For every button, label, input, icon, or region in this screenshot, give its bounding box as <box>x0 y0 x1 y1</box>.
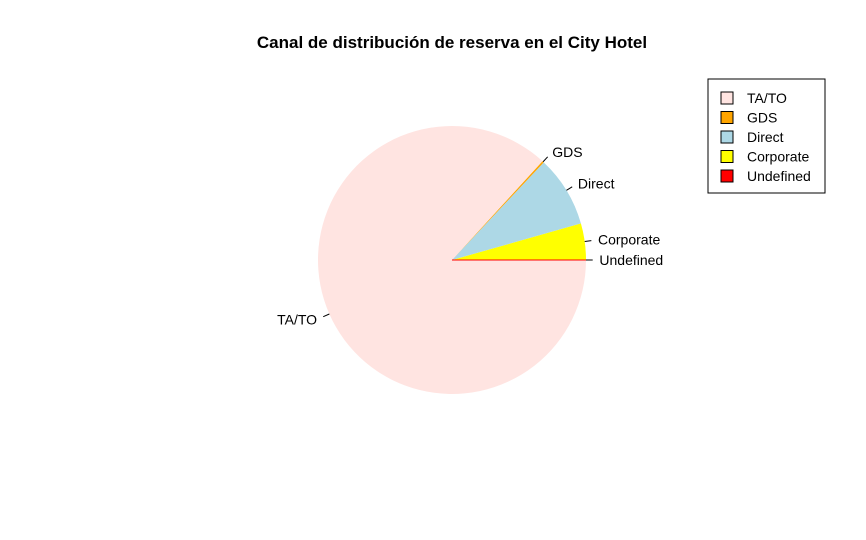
label-tick-ta-to <box>323 313 330 318</box>
legend-swatch-direct <box>720 130 734 144</box>
slice-gds <box>452 161 544 260</box>
label-tick-direct <box>566 186 573 191</box>
slice-label-undefined: Undefined <box>599 252 663 268</box>
legend-label-corporate: Corporate <box>747 149 809 165</box>
pie-slices <box>317 126 586 395</box>
slice-label-corporate: Corporate <box>598 232 660 248</box>
legend-label-gds: GDS <box>747 110 777 126</box>
legend-swatch-gds <box>720 111 734 124</box>
legend-swatch-corporate <box>720 150 734 163</box>
legend-swatch-ta-to <box>720 91 734 105</box>
chart-title: Canal de distribución de reserva en el C… <box>257 33 647 52</box>
legend-label-direct: Direct <box>747 129 784 145</box>
legend: TA/TO GDS Direct Corporate Undefined <box>707 78 826 194</box>
legend-label-ta-to: TA/TO <box>747 90 787 106</box>
legend-label-undefined: Undefined <box>747 168 811 184</box>
legend-items: TA/TO GDS Direct Corporate Undefined <box>720 90 811 184</box>
legend-swatch-undefined <box>720 169 734 183</box>
slice-label-ta-to: TA/TO <box>277 311 317 327</box>
pie-labels: Corporate Direct GDS TA/TO Undefined <box>277 144 663 327</box>
slice-label-gds: GDS <box>552 144 582 160</box>
label-tick-gds <box>542 156 549 163</box>
slice-direct <box>452 162 581 260</box>
label-tick-corporate <box>584 240 592 243</box>
slice-label-direct: Direct <box>578 175 615 191</box>
slice-corporate <box>452 223 586 260</box>
